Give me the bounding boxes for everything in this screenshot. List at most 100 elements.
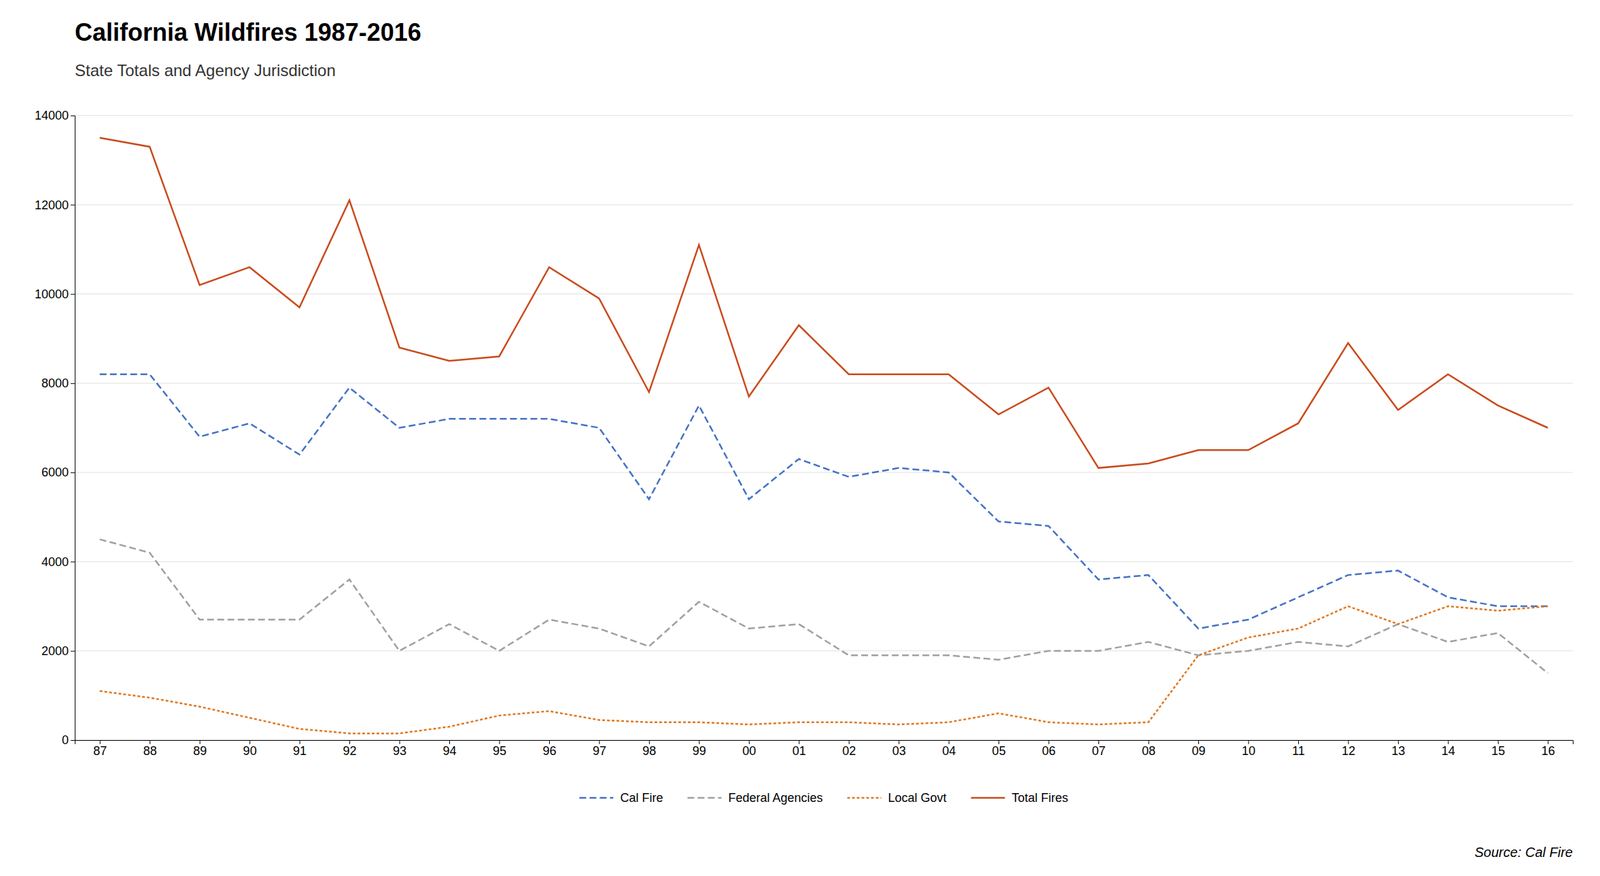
y-tick-label: 6000 [41, 465, 69, 480]
y-tick: 14000 [34, 108, 75, 123]
x-tick: 13 [1391, 740, 1405, 758]
x-tick: 03 [892, 740, 907, 758]
x-tick: 16 [1541, 740, 1556, 758]
x-tick: 95 [492, 740, 507, 758]
x-tick-label: 08 [1141, 744, 1156, 758]
x-tick: 06 [1041, 740, 1056, 758]
x-tick: 89 [193, 740, 207, 758]
x-tick-label: 99 [692, 744, 707, 758]
x-tick: 04 [942, 740, 956, 758]
x-tick: 08 [1141, 740, 1156, 758]
legend-label: Federal Agencies [727, 791, 823, 805]
x-tick-label: 03 [892, 744, 907, 758]
grid-line [74, 293, 1573, 295]
x-tick: 92 [343, 740, 357, 758]
x-tick: 05 [992, 740, 1006, 758]
legend-label: Cal Fire [619, 791, 663, 805]
series-line [99, 137, 1549, 469]
legend-label: Total Fires [1012, 791, 1069, 805]
x-tick: 09 [1191, 740, 1206, 758]
x-tick: 87 [93, 740, 107, 758]
y-tick-mark [70, 294, 75, 295]
y-axis-line [70, 116, 76, 741]
x-tick-label: 05 [992, 744, 1006, 758]
x-tick-label: 96 [542, 744, 556, 758]
x-tick-label: 92 [343, 744, 357, 758]
plot-area: 0200040006000800010000120001400087888990… [34, 108, 1574, 758]
x-tick: 91 [292, 740, 307, 758]
x-tick: 88 [143, 740, 158, 758]
x-tick: 90 [243, 740, 257, 758]
chart: California Wildfires 1987-2016 State Tota… [0, 0, 1600, 876]
x-tick: 14 [1441, 740, 1456, 758]
y-tick-label: 12000 [34, 198, 69, 213]
y-tick-label: 2000 [41, 644, 69, 658]
grid-line [74, 382, 1573, 384]
grid-line [74, 115, 1573, 117]
x-tick: 15 [1491, 740, 1505, 758]
x-tick-label: 16 [1541, 744, 1556, 758]
y-axis: 0 2000 4000 6000 8000 10000 12000 14000 [34, 108, 76, 747]
x-tick: 00 [742, 740, 756, 758]
y-tick-mark [70, 472, 75, 474]
x-tick: 93 [392, 740, 407, 758]
x-tick-label: 89 [193, 744, 207, 758]
x-tick-label: 15 [1491, 744, 1505, 758]
grid-line [74, 561, 1573, 563]
y-tick-mark [70, 651, 75, 652]
y-tick: 12000 [34, 198, 75, 213]
y-tick-mark [70, 561, 75, 563]
annotation: Source: Cal Fire [1474, 844, 1574, 860]
x-tick-label: 00 [742, 744, 756, 758]
x-tick-label: 97 [592, 744, 607, 758]
x-tick-label: 07 [1092, 744, 1106, 758]
x-tick-label: 94 [442, 744, 457, 758]
series-line [99, 539, 1549, 674]
x-tick-label: 09 [1191, 744, 1206, 758]
y-tick: 2000 [41, 644, 75, 658]
legend-swatch [579, 797, 614, 800]
legend-item: Total Fires [971, 791, 1069, 805]
x-tick: 11 [1292, 740, 1306, 758]
x-tick: 98 [642, 740, 656, 758]
legend-item: Federal Agencies [687, 791, 823, 805]
x-tick-label: 90 [243, 744, 257, 758]
lines [99, 137, 1549, 734]
series-line [99, 606, 1549, 734]
x-tick: 10 [1241, 740, 1256, 758]
y-tick-label: 14000 [34, 108, 69, 123]
y-tick: 10000 [34, 287, 75, 302]
x-tick-label: 10 [1241, 744, 1256, 758]
x-tick-label: 02 [842, 744, 856, 758]
x-tick: 99 [692, 740, 707, 758]
x-tick-label: 98 [642, 744, 656, 758]
x-tick: 12 [1341, 740, 1356, 758]
x-tick: 94 [442, 740, 457, 758]
legend-swatch [847, 797, 882, 800]
y-tick: 4000 [41, 555, 75, 569]
y-tick-mark [70, 383, 75, 385]
x-tick-label: 95 [492, 744, 507, 758]
x-tick-label: 04 [942, 744, 956, 758]
x-tick-label: 01 [792, 744, 807, 758]
x-axis: 87 88 89 90 91 92 93 94 95 96 97 98 99 00 01 02 03 04 05 06… [75, 740, 1574, 758]
grid-line [74, 472, 1573, 474]
x-tick-label: 88 [143, 744, 158, 758]
grid [74, 115, 1573, 741]
y-tick-label: 8000 [41, 376, 69, 391]
title: California Wildfires 1987-2016 [74, 18, 422, 47]
x-tick: 01 [792, 740, 807, 758]
x-tick: 02 [842, 740, 856, 758]
legend-label: Local Govt [888, 791, 947, 805]
x-tick-label: 06 [1041, 744, 1056, 758]
y-tick-label: 4000 [41, 555, 69, 569]
subtitle: State Totals and Agency Jurisdiction [74, 61, 336, 80]
series-line [99, 374, 1549, 629]
grid-line [74, 650, 1573, 652]
x-tick-label: 13 [1391, 744, 1405, 758]
legend-item: Local Govt [847, 791, 947, 805]
x-tick-label: 91 [292, 744, 307, 758]
x-tick: 07 [1092, 740, 1106, 758]
x-tick-label: 12 [1341, 744, 1356, 758]
y-tick-label: 0 [61, 733, 69, 747]
